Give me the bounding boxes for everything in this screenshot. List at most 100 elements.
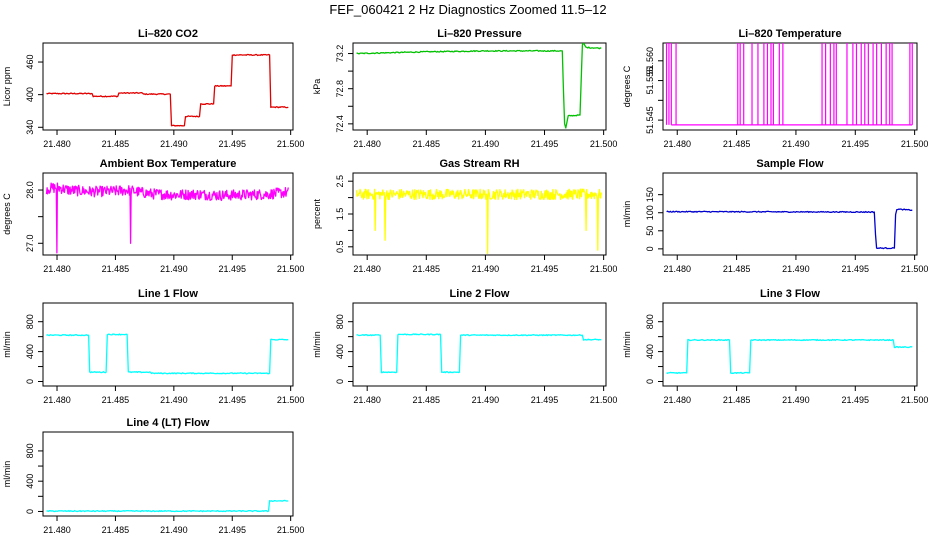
y-axis-label: degrees C — [2, 193, 12, 235]
y-tick-label: 0.5 — [335, 241, 345, 254]
x-tick-label: 21.500 — [277, 139, 305, 149]
x-tick-label: 21.480 — [663, 139, 691, 149]
y-tick-label: 51.560 — [645, 47, 655, 75]
x-tick-label: 21.490 — [160, 264, 188, 274]
x-tick-label: 21.480 — [353, 395, 381, 405]
x-tick-label: 21.490 — [160, 139, 188, 149]
y-tick-label: 400 — [25, 87, 35, 102]
x-tick-label: 21.500 — [590, 264, 618, 274]
x-tick-label: 21.490 — [782, 139, 810, 149]
series-data — [45, 182, 289, 254]
series-data — [666, 208, 913, 250]
series-line — [666, 338, 913, 375]
x-tick-label: 21.490 — [782, 395, 810, 405]
panel-3: Li–820 Temperature degrees C 51.545 51.5555… — [622, 28, 928, 149]
panel-7: Line 1 Flow ml/min 0 400 800 21.480 21.485 21.4… — [2, 288, 304, 405]
series-data — [46, 53, 289, 127]
y-tick-label: 100 — [645, 205, 655, 220]
panel-5: Gas Stream RH percent 0.5 1.5 2.5 21.480 21.48… — [312, 158, 617, 274]
x-tick-label: 21.485 — [413, 395, 441, 405]
y-tick-label: 400 — [335, 344, 345, 359]
y-tick-label: 800 — [25, 443, 35, 458]
panel-8: Line 2 Flow ml/min 0 400 800 21.480 21.485 21.4… — [312, 288, 617, 405]
y-tick-label: 27.0 — [25, 235, 35, 253]
plot-frame — [352, 302, 607, 387]
x-tick-label: 21.495 — [218, 139, 246, 149]
series-data — [356, 43, 602, 129]
plot-frame — [352, 42, 607, 131]
series-data — [46, 333, 289, 375]
plot-frame — [42, 42, 294, 131]
panel-title: Li–820 CO2 — [138, 28, 198, 40]
panel-title: Line 3 Flow — [760, 288, 820, 300]
plot-frame — [42, 431, 294, 517]
panel-2: Li–820 Pressure kPa 72.4 72.8 73.2 21.480 21.4… — [312, 28, 617, 149]
series-line — [45, 182, 289, 254]
panel-title: Sample Flow — [756, 158, 824, 170]
x-tick-label: 21.495 — [218, 264, 246, 274]
y-axis-label: ml/min — [312, 331, 322, 358]
x-tick-label: 21.500 — [590, 395, 618, 405]
x-tick-label: 21.495 — [218, 395, 246, 405]
panel-4: Ambient Box Temperature degrees C 27.0 28.0… — [2, 158, 304, 274]
series-line — [46, 53, 289, 127]
x-tick-label: 21.495 — [531, 264, 559, 274]
x-tick-label: 21.485 — [102, 264, 130, 274]
y-tick-label: 51.545 — [645, 106, 655, 134]
x-tick-label: 21.490 — [160, 395, 188, 405]
plot-frame — [662, 172, 918, 256]
y-tick-label: 460 — [25, 55, 35, 70]
panel-title: Line 1 Flow — [138, 288, 198, 300]
x-tick-label: 21.495 — [842, 264, 870, 274]
panel-10: Line 4 (LT) Flow ml/min 0 400 800 21.480 21.48… — [2, 417, 304, 535]
panel-title: Line 4 (LT) Flow — [127, 417, 210, 429]
x-tick-label: 21.500 — [277, 525, 305, 535]
x-tick-label: 21.485 — [102, 139, 130, 149]
x-tick-label: 21.480 — [43, 525, 71, 535]
x-tick-label: 21.495 — [842, 139, 870, 149]
x-tick-label: 21.500 — [277, 264, 305, 274]
x-tick-label: 21.500 — [901, 395, 929, 405]
x-tick-label: 21.490 — [472, 139, 500, 149]
y-tick-label: 2.5 — [335, 175, 345, 188]
y-tick-label: 1.5 — [335, 208, 345, 221]
series-line — [46, 333, 289, 375]
y-tick-label: 0 — [335, 379, 345, 384]
x-tick-label: 21.485 — [413, 264, 441, 274]
panel-1: Li–820 CO2 Licor ppm 340 400 460 21.480 21.485… — [2, 28, 304, 149]
x-tick-label: 21.485 — [102, 525, 130, 535]
y-tick-label: 0 — [25, 379, 35, 384]
y-tick-label: 150 — [645, 187, 655, 202]
x-tick-label: 21.485 — [723, 395, 751, 405]
plot-frame — [352, 172, 607, 256]
x-tick-label: 21.480 — [353, 139, 381, 149]
x-tick-label: 21.490 — [782, 264, 810, 274]
y-axis-label: percent — [312, 198, 322, 229]
panel-6: Sample Flow ml/min 0 50 100 150 21.480 21.485 21… — [622, 158, 928, 274]
panel-title: Li–820 Pressure — [437, 28, 521, 40]
series-data — [46, 499, 289, 513]
y-tick-label: 0 — [25, 509, 35, 514]
x-tick-label: 21.485 — [723, 139, 751, 149]
x-tick-label: 21.500 — [901, 264, 929, 274]
x-tick-label: 21.500 — [590, 139, 618, 149]
y-axis-label: kPa — [312, 79, 322, 95]
panel-title: Gas Stream RH — [439, 158, 519, 170]
y-tick-label: 0 — [645, 379, 655, 384]
y-tick-label: 50 — [645, 226, 655, 236]
y-tick-label: 72.8 — [335, 80, 345, 98]
series-line — [356, 333, 602, 374]
y-tick-label: 0 — [645, 246, 655, 251]
y-tick-label: 800 — [25, 314, 35, 329]
y-tick-label: 800 — [645, 314, 655, 329]
series-line — [355, 188, 602, 255]
plot-frame — [662, 42, 918, 131]
series-line — [46, 499, 289, 513]
y-tick-label: 51.555 — [645, 67, 655, 95]
x-tick-label: 21.480 — [663, 395, 691, 405]
series-line — [666, 208, 913, 250]
y-tick-label: 72.4 — [335, 115, 345, 133]
x-tick-label: 21.490 — [160, 525, 188, 535]
y-tick-label: 400 — [645, 344, 655, 359]
